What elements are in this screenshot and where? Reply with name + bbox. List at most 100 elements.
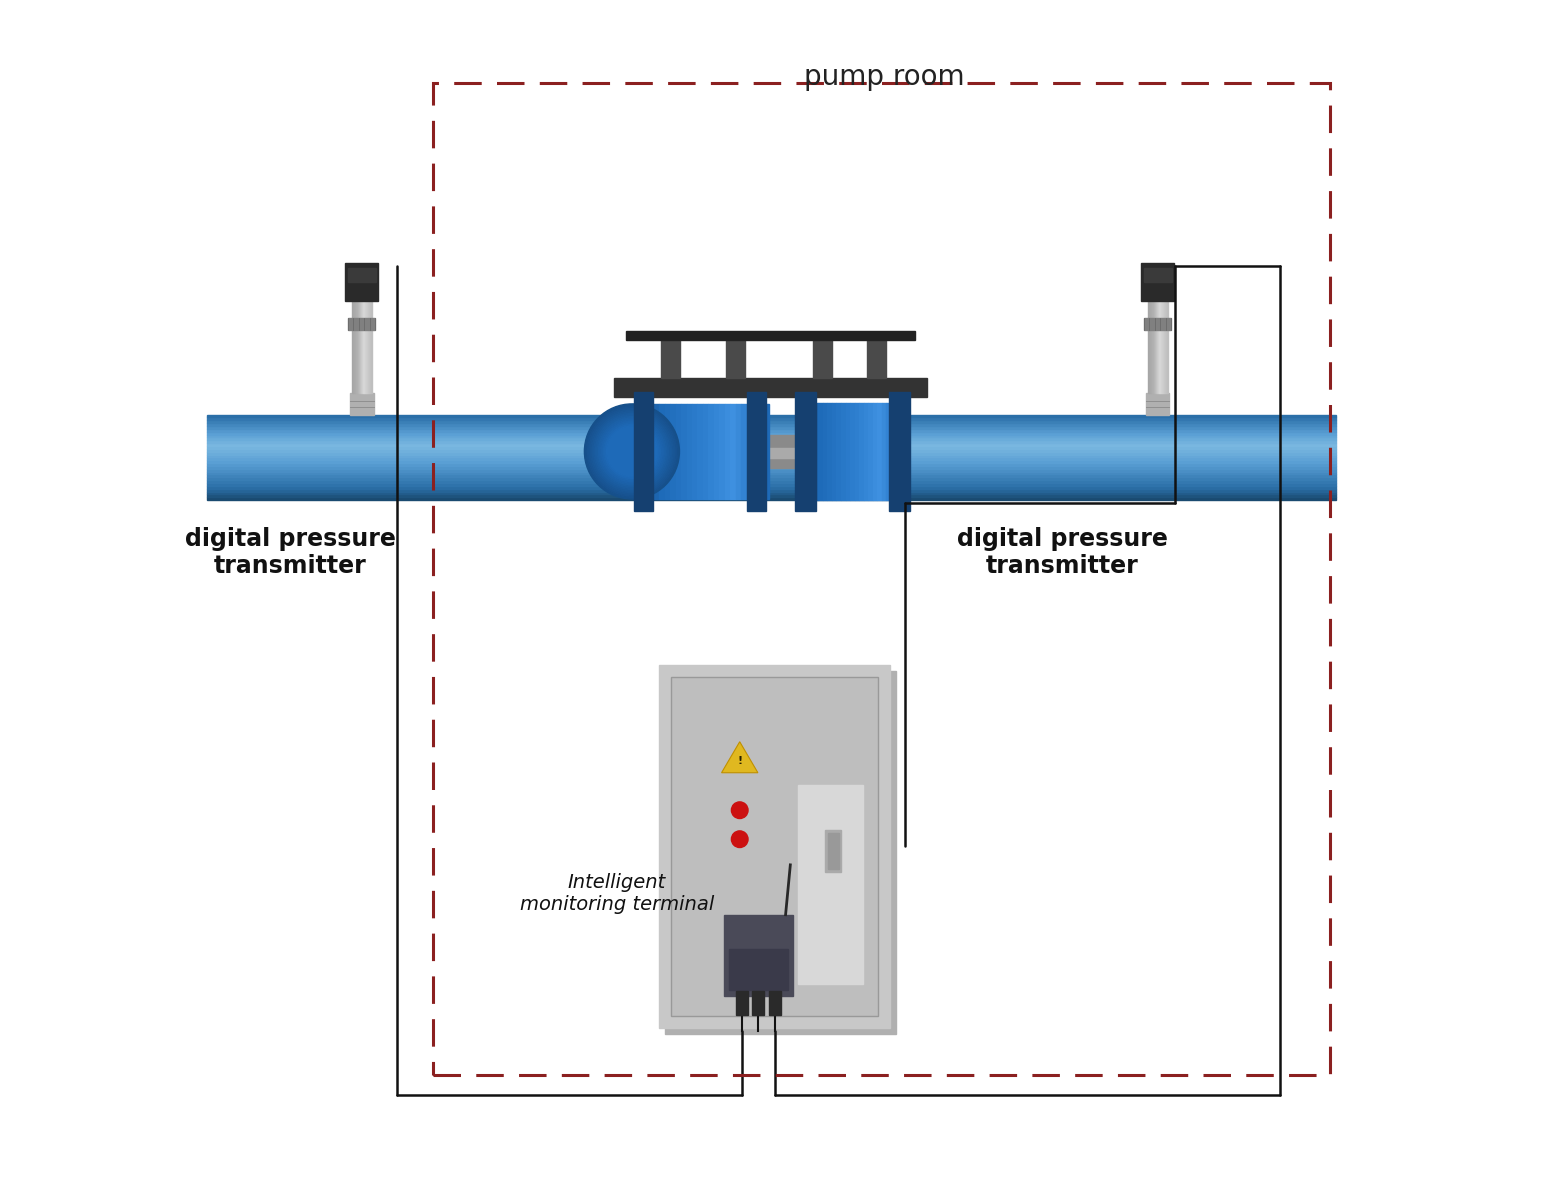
Bar xyxy=(633,404,637,499)
Bar xyxy=(818,403,822,500)
Bar xyxy=(654,404,659,499)
Bar xyxy=(869,403,873,500)
Bar xyxy=(900,403,904,500)
Circle shape xyxy=(731,802,748,819)
Bar xyxy=(697,404,704,499)
Bar xyxy=(207,494,1336,498)
Bar xyxy=(665,671,896,1034)
Bar xyxy=(798,785,863,984)
Bar xyxy=(827,833,838,870)
Bar xyxy=(207,451,1336,455)
Bar xyxy=(841,403,846,500)
Bar xyxy=(207,474,1336,478)
Bar xyxy=(207,443,1336,446)
Bar xyxy=(704,404,708,499)
Bar xyxy=(614,378,926,397)
Bar xyxy=(801,403,805,500)
Bar xyxy=(813,340,832,378)
Bar xyxy=(805,403,810,500)
Bar xyxy=(207,457,1336,460)
Bar xyxy=(764,404,768,499)
Bar xyxy=(207,469,1336,472)
Bar xyxy=(207,421,1336,423)
Bar xyxy=(1146,393,1170,415)
Bar xyxy=(719,404,725,499)
Bar xyxy=(836,403,841,500)
Bar xyxy=(637,404,643,499)
Bar xyxy=(850,403,855,500)
Polygon shape xyxy=(722,741,758,772)
Bar xyxy=(680,404,687,499)
Bar xyxy=(659,404,665,499)
Bar xyxy=(765,448,799,459)
Bar xyxy=(1143,267,1171,283)
Bar xyxy=(881,403,886,500)
Bar xyxy=(665,404,670,499)
Circle shape xyxy=(589,409,674,494)
Bar xyxy=(890,403,895,500)
Bar xyxy=(832,403,836,500)
Circle shape xyxy=(606,426,657,476)
Text: Intelligent
monitoring terminal: Intelligent monitoring terminal xyxy=(520,873,714,914)
Bar xyxy=(736,991,747,1015)
Text: digital pressure
transmitter: digital pressure transmitter xyxy=(957,526,1168,579)
Bar xyxy=(727,340,745,378)
Bar xyxy=(813,403,818,500)
Bar xyxy=(708,404,714,499)
Bar xyxy=(349,318,375,330)
Circle shape xyxy=(605,424,659,479)
Bar xyxy=(687,404,691,499)
Bar xyxy=(889,392,910,511)
Bar xyxy=(730,404,736,499)
Bar xyxy=(207,488,1336,492)
Bar xyxy=(827,403,832,500)
Bar xyxy=(648,404,654,499)
Bar xyxy=(855,403,859,500)
Bar xyxy=(207,426,1336,429)
Bar xyxy=(207,463,1336,466)
Bar xyxy=(634,392,653,511)
Bar xyxy=(434,83,1330,1075)
Circle shape xyxy=(593,412,671,491)
Bar xyxy=(758,404,764,499)
Bar xyxy=(207,429,1336,431)
Bar xyxy=(714,404,719,499)
Bar xyxy=(207,466,1336,469)
Circle shape xyxy=(588,407,676,495)
Bar xyxy=(207,431,1336,435)
Bar xyxy=(867,340,886,378)
Circle shape xyxy=(731,830,748,847)
Bar xyxy=(207,492,1336,494)
Circle shape xyxy=(603,423,660,480)
Bar xyxy=(660,340,680,378)
Circle shape xyxy=(599,418,665,485)
Bar xyxy=(207,498,1336,500)
Bar xyxy=(747,404,751,499)
Circle shape xyxy=(586,405,677,498)
Bar xyxy=(676,404,680,499)
Bar xyxy=(736,404,741,499)
Text: pump room: pump room xyxy=(804,63,964,91)
Bar xyxy=(207,435,1336,437)
Bar xyxy=(747,392,767,511)
Bar xyxy=(671,677,878,1016)
Bar xyxy=(207,446,1336,449)
Bar xyxy=(876,403,881,500)
Bar xyxy=(207,460,1336,463)
Bar xyxy=(904,403,909,500)
Circle shape xyxy=(594,413,670,489)
Bar xyxy=(1143,318,1171,330)
Bar xyxy=(347,267,375,283)
Bar xyxy=(795,392,816,511)
Bar xyxy=(346,263,378,301)
Bar xyxy=(873,403,876,500)
Bar xyxy=(1140,263,1174,301)
Circle shape xyxy=(596,415,668,488)
Bar xyxy=(207,480,1336,484)
Bar xyxy=(207,486,1336,488)
Bar xyxy=(207,455,1336,457)
Bar xyxy=(864,403,869,500)
Bar xyxy=(728,949,788,990)
Bar xyxy=(626,331,915,340)
Bar xyxy=(207,484,1336,486)
